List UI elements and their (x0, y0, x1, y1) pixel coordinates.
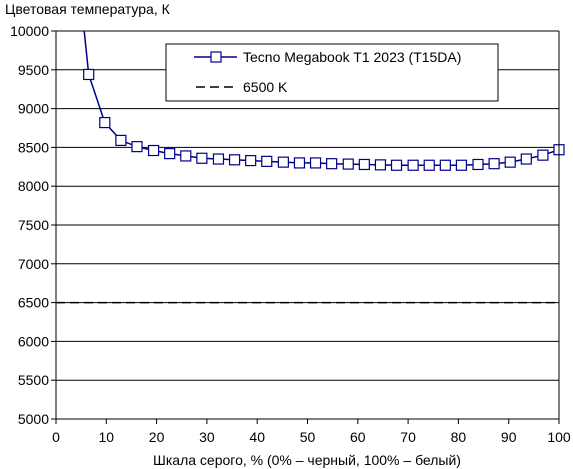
data-point (423, 159, 435, 171)
x-tick-label: 40 (249, 429, 265, 445)
legend-item-series: Tecno Megabook T1 2023 (T15DA) (194, 49, 461, 65)
data-point (164, 148, 176, 160)
data-point (358, 158, 370, 171)
y-tick-label: 5000 (18, 411, 49, 427)
data-point (131, 141, 143, 153)
tick-labels: 5000 5500 6000 6500 7000 7500 8000 8500 9000 9500… (10, 23, 571, 445)
data-point (472, 158, 484, 171)
x-tick-label: 80 (451, 429, 467, 445)
data-point (374, 159, 387, 171)
data-point (488, 158, 500, 170)
y-tick-label: 7000 (18, 256, 49, 272)
data-point (212, 153, 225, 165)
x-tick-label: 0 (52, 429, 60, 445)
legend-series-marker (210, 51, 222, 63)
series-layer (83, 30, 565, 171)
data-point (326, 158, 338, 170)
y-tick-label: 9000 (18, 101, 49, 117)
data-point (309, 157, 322, 169)
y-tick-label: 7500 (18, 217, 49, 233)
data-point (342, 158, 354, 170)
data-point (407, 159, 419, 171)
data-point (455, 159, 468, 171)
data-point (99, 116, 111, 129)
data-point (537, 149, 549, 161)
data-point (228, 154, 241, 166)
x-tick-label: 30 (199, 429, 215, 445)
x-tick-label: 20 (149, 429, 165, 445)
legend-reference-label: 6500 K (243, 79, 288, 95)
data-point (196, 152, 208, 164)
data-point (261, 155, 273, 167)
x-tick-label: 70 (400, 429, 416, 445)
legend: Tecno Megabook T1 2023 (T15DA) 6500 K (165, 43, 499, 102)
data-point (390, 159, 403, 171)
y-axis-label: Цветовая температура, К (5, 1, 171, 17)
x-tick-label: 10 (99, 429, 115, 445)
legend-item-reference: 6500 K (196, 79, 288, 95)
x-tick-label: 100 (547, 429, 571, 445)
data-point (520, 153, 532, 165)
data-point (293, 157, 306, 169)
y-tick-label: 9500 (18, 62, 49, 78)
data-point (439, 159, 451, 171)
data-point (147, 144, 160, 157)
data-point (180, 150, 192, 162)
x-tick-label: 50 (300, 429, 316, 445)
y-tick-label: 6000 (18, 333, 49, 349)
data-point (245, 154, 257, 167)
y-tick-label: 6500 (18, 295, 49, 311)
x-axis-label: Шкала серого, % (0% – черный, 100% – бел… (153, 452, 461, 468)
y-tick-label: 5500 (18, 372, 49, 388)
data-point (115, 134, 127, 147)
axes (51, 30, 560, 424)
y-tick-label: 10000 (10, 23, 49, 39)
legend-series-label: Tecno Megabook T1 2023 (T15DA) (243, 49, 461, 65)
data-point (83, 68, 95, 81)
x-tick-label: 90 (501, 429, 517, 445)
data-point (277, 156, 289, 168)
y-tick-label: 8000 (18, 178, 49, 194)
data-point (504, 156, 516, 168)
x-tick-label: 60 (350, 429, 366, 445)
y-tick-label: 8500 (18, 139, 49, 155)
